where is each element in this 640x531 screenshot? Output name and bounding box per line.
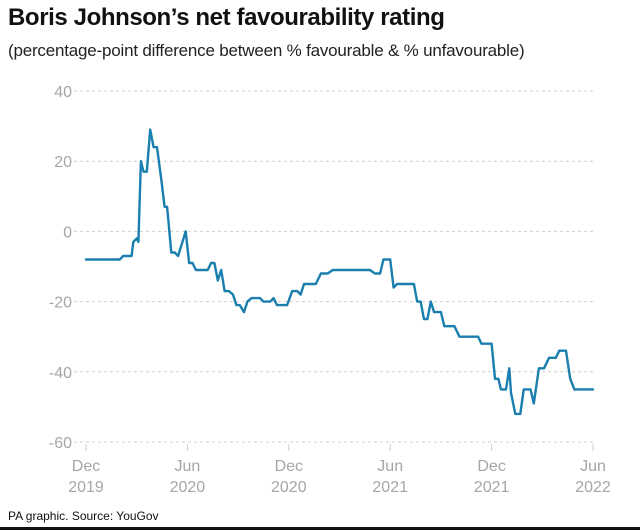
y-tick-label: -20: [49, 295, 72, 312]
bottom-rule: [0, 527, 640, 530]
x-tick-label-year: 2022: [575, 479, 611, 496]
y-tick-label: 20: [54, 154, 72, 171]
x-tick-label-month: Jun: [377, 458, 403, 475]
x-tick-label-year: 2021: [372, 479, 408, 496]
x-axis-labels: Dec 2019 Jun 2020 Dec 2020 Jun 2021 Dec 2021 Jun 20…: [68, 458, 611, 496]
gridlines: [74, 90, 593, 443]
source-note: PA graphic. Source: YouGov: [8, 509, 159, 523]
y-tick-label: 0: [63, 224, 72, 241]
x-tick-label-month: Jun: [580, 458, 606, 475]
y-tick-label: -60: [49, 435, 72, 452]
series-layer: [84, 128, 595, 416]
x-tick-label-month: Dec: [72, 458, 100, 475]
x-tick-label-year: 2020: [271, 479, 307, 496]
x-tick-label-month: Dec: [477, 458, 505, 475]
x-tick-label-year: 2020: [170, 479, 206, 496]
chart-subtitle: (percentage-point difference between % f…: [8, 41, 525, 60]
x-axis-ticks: [85, 444, 594, 451]
series-line: [84, 128, 595, 416]
x-tick-label-year: 2021: [474, 479, 510, 496]
x-tick-label-month: Jun: [175, 458, 201, 475]
y-axis-labels: 40 20 0 -20 -40 -60: [49, 84, 72, 452]
x-tick-label-month: Dec: [275, 458, 303, 475]
chart-title: Boris Johnson’s net favourability rating: [8, 4, 445, 31]
x-tick-label-year: 2019: [68, 479, 104, 496]
y-tick-label: 40: [54, 84, 72, 101]
y-tick-label: -40: [49, 365, 72, 382]
